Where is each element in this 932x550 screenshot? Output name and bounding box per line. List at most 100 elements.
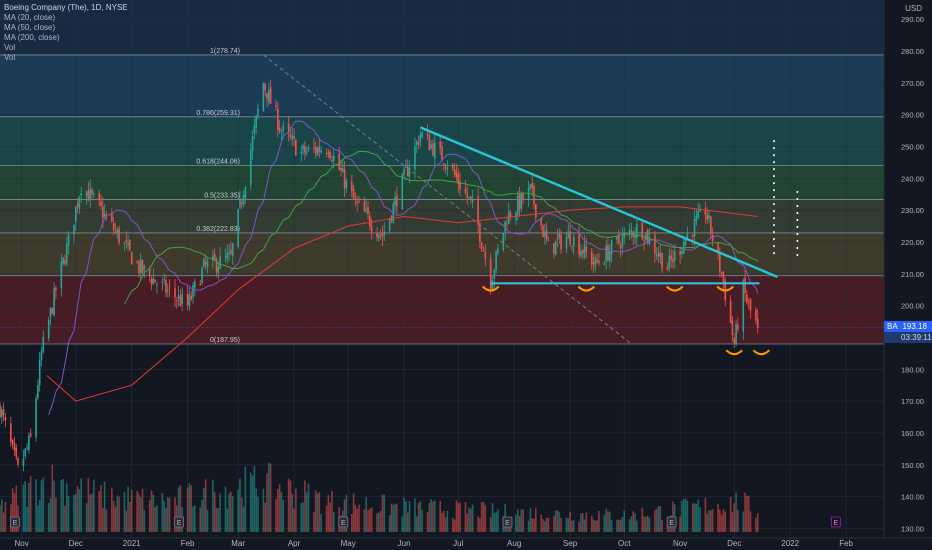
candle-body: [477, 196, 479, 225]
candle-body: [443, 163, 445, 166]
candle-body: [529, 184, 532, 188]
volume-bar: [112, 500, 115, 532]
candle-body: [305, 151, 308, 154]
volume-bar: [645, 516, 647, 532]
candle-body: [432, 143, 434, 156]
candle-body: [4, 416, 7, 421]
earnings-marker: [174, 516, 185, 528]
candle-body: [215, 258, 218, 272]
candle-body: [264, 83, 266, 91]
candle-body: [194, 281, 196, 288]
candle-body: [228, 252, 230, 254]
time-tick-label: Mar: [231, 539, 245, 548]
candle-body: [358, 201, 360, 203]
candle-body: [186, 294, 189, 305]
candle-body: [314, 147, 317, 153]
volume-bar: [482, 502, 485, 532]
volume-bar: [177, 487, 180, 532]
candle-body: [645, 232, 647, 240]
candle-body: [717, 243, 719, 253]
candle-body: [516, 195, 519, 215]
volume-bar: [305, 492, 308, 532]
volume-bar: [686, 500, 689, 532]
volume-bar: [426, 512, 429, 532]
candle-body: [300, 151, 303, 154]
volume-bar: [212, 479, 214, 532]
legend-ma50[interactable]: MA (50, close): [4, 23, 56, 32]
candle-body: [731, 320, 734, 336]
volume-bar: [403, 497, 405, 532]
legend-ma200[interactable]: MA (200, close): [4, 33, 60, 42]
volume-bar: [646, 515, 649, 532]
candle-body: [581, 249, 584, 254]
candle-body: [668, 255, 671, 268]
candle-body: [430, 144, 432, 149]
candle-body: [710, 216, 712, 235]
volume-bar: [691, 503, 694, 532]
volume-bar: [558, 511, 561, 532]
volume-bar: [343, 499, 346, 532]
price-tick-label: 150.00: [901, 461, 924, 470]
volume-bar: [367, 510, 369, 532]
symbol-title[interactable]: Boeing Company (The), 1D, NYSE: [4, 3, 128, 12]
volume-bar: [466, 513, 469, 532]
candle-body: [174, 288, 176, 298]
volume-bar: [661, 519, 663, 532]
volume-bar: [103, 481, 106, 532]
volume-bar: [459, 502, 461, 532]
earnings-marker: [502, 516, 513, 528]
legend-ma20[interactable]: MA (20, close): [4, 13, 56, 22]
candle-body: [219, 255, 221, 269]
bottom-arc-marker: [577, 285, 596, 292]
candle-body: [11, 439, 14, 444]
candle-body: [636, 224, 638, 238]
volume-bar: [632, 511, 635, 532]
candle-body: [177, 294, 180, 299]
volume-bar: [744, 492, 746, 532]
candle-body: [141, 259, 144, 273]
volume-bar: [98, 491, 101, 532]
candle-body: [204, 261, 207, 265]
volume-bar: [681, 500, 683, 532]
volume-bar: [755, 517, 757, 532]
candle-body: [38, 359, 41, 386]
candle-body: [289, 133, 292, 137]
candle-body: [239, 199, 241, 208]
legend-volume[interactable]: Vol: [4, 43, 16, 52]
candle-body: [598, 261, 600, 263]
candle-body: [363, 200, 366, 212]
volume-bar: [228, 493, 230, 532]
volume-bar: [493, 512, 496, 532]
candle-body: [203, 258, 205, 267]
last-price-value: 193.18: [902, 322, 927, 332]
countdown-value: 03:39:11: [901, 333, 932, 343]
volume-bar: [378, 512, 380, 532]
candle-body: [85, 191, 88, 197]
candle-body: [470, 196, 472, 199]
candle-body: [673, 251, 676, 261]
legend-volume-2[interactable]: Vol: [4, 53, 16, 62]
volume-bar: [22, 484, 25, 532]
candle-body: [415, 141, 418, 145]
candle-body: [278, 127, 281, 131]
price-tick-label: 160.00: [901, 429, 924, 438]
volume-bar: [186, 487, 189, 532]
volume-bar: [392, 505, 395, 532]
volume-bar: [556, 510, 559, 532]
candle-body: [578, 234, 580, 255]
volume-bar: [585, 512, 588, 532]
candle-body: [340, 168, 342, 171]
volume-bar: [452, 518, 454, 532]
candle-body: [452, 164, 454, 169]
volume-bar: [594, 520, 597, 532]
volume-bar: [123, 491, 126, 532]
volume-bar: [605, 508, 607, 532]
volume-bar: [64, 505, 66, 532]
candle-body: [331, 159, 333, 162]
candle-body: [657, 252, 660, 257]
volume-bar: [275, 498, 277, 532]
candle-body: [51, 308, 54, 314]
volume-bar: [682, 498, 685, 532]
